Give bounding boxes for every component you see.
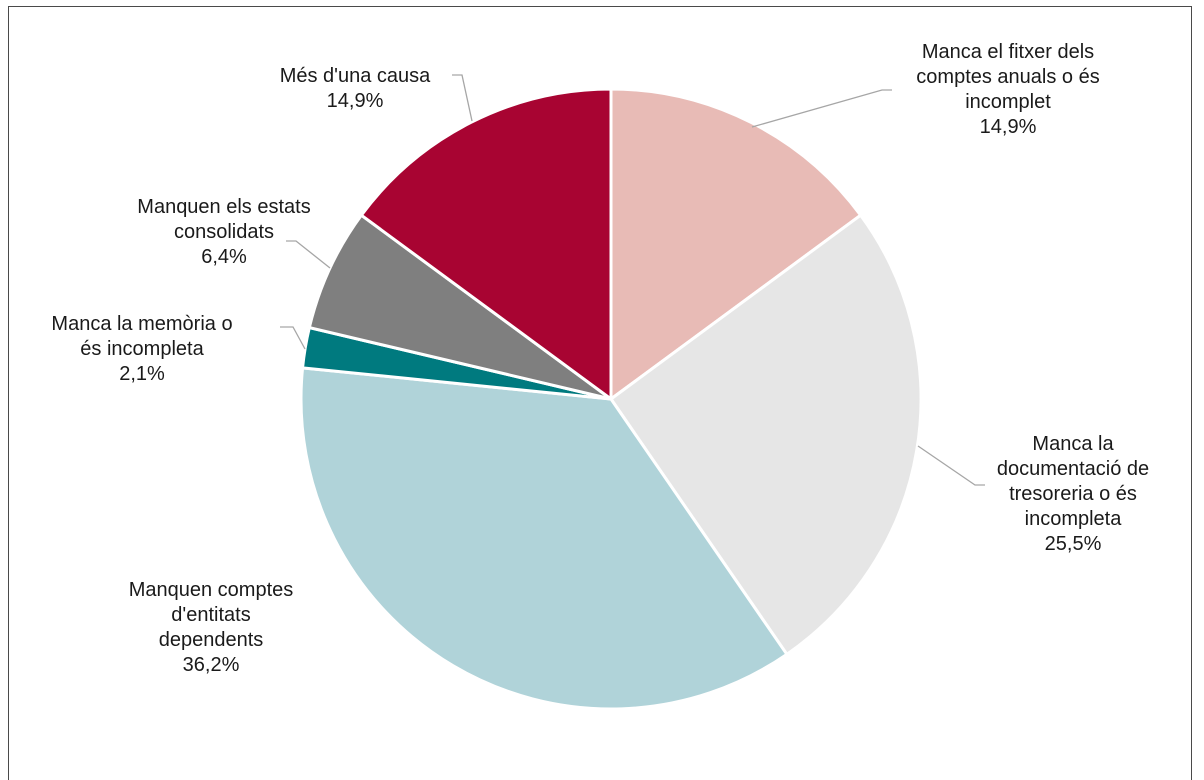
slice-category-label: Més d'una causa xyxy=(280,65,431,87)
pie-slices xyxy=(299,87,923,711)
slice-category-label: Manquen comptes xyxy=(129,579,294,601)
slice-category-label: comptes anuals o és xyxy=(916,66,1099,88)
slice-category-label: incomplet xyxy=(965,91,1051,113)
slice-label-1: Manca el fitxer dels comptes anuals o és i… xyxy=(916,41,1099,138)
pie-slice-6 xyxy=(359,87,613,402)
slice-label-6: Més d'una causa 14,9% xyxy=(280,65,431,112)
slice-category-label: consolidats xyxy=(174,221,274,243)
slice-category-label: d'entitats xyxy=(171,604,250,626)
pie-slice-3 xyxy=(299,366,789,711)
pie-slice-5 xyxy=(307,213,612,401)
slice-value-label: 36,2% xyxy=(183,654,240,676)
chart-frame xyxy=(8,6,1192,780)
pie-slice-1 xyxy=(609,87,863,402)
slice-value-label: 14,9% xyxy=(980,116,1037,138)
leader-line-6 xyxy=(452,74,473,122)
slice-label-3: Manquen comptes d'entitats dependents 36,2% xyxy=(129,579,294,676)
slice-category-label: Manca la memòria o xyxy=(51,313,232,335)
slice-category-label: és incompleta xyxy=(80,338,204,360)
slice-label-2: Manca la documentació de tresoreria o és in… xyxy=(997,433,1149,555)
slice-category-label: Manca la xyxy=(1032,433,1114,455)
leader-line-2 xyxy=(917,445,985,486)
leader-lines xyxy=(280,74,985,486)
leader-line-4 xyxy=(280,326,306,350)
slice-category-label: Manquen els estats xyxy=(137,196,310,218)
slice-value-label: 25,5% xyxy=(1045,533,1102,555)
slice-category-label: dependents xyxy=(159,629,264,651)
pie-slice-2 xyxy=(608,213,923,657)
slice-category-label: Manca el fitxer dels xyxy=(922,41,1094,63)
leader-line-5 xyxy=(286,240,331,269)
slice-category-label: tresoreria o és xyxy=(1009,483,1137,505)
slice-label-4: Manca la memòria o és incompleta 2,1% xyxy=(51,313,232,385)
slice-label-5: Manquen els estats consolidats 6,4% xyxy=(137,196,310,268)
slice-value-label: 2,1% xyxy=(119,363,165,385)
slice-category-label: documentació de xyxy=(997,458,1149,480)
slice-value-label: 14,9% xyxy=(327,90,384,112)
leader-line-1 xyxy=(751,89,892,128)
slice-category-label: incompleta xyxy=(1025,508,1123,530)
slice-value-label: 6,4% xyxy=(201,246,247,268)
slice-labels: Manca el fitxer dels comptes anuals o és i… xyxy=(51,41,1149,676)
